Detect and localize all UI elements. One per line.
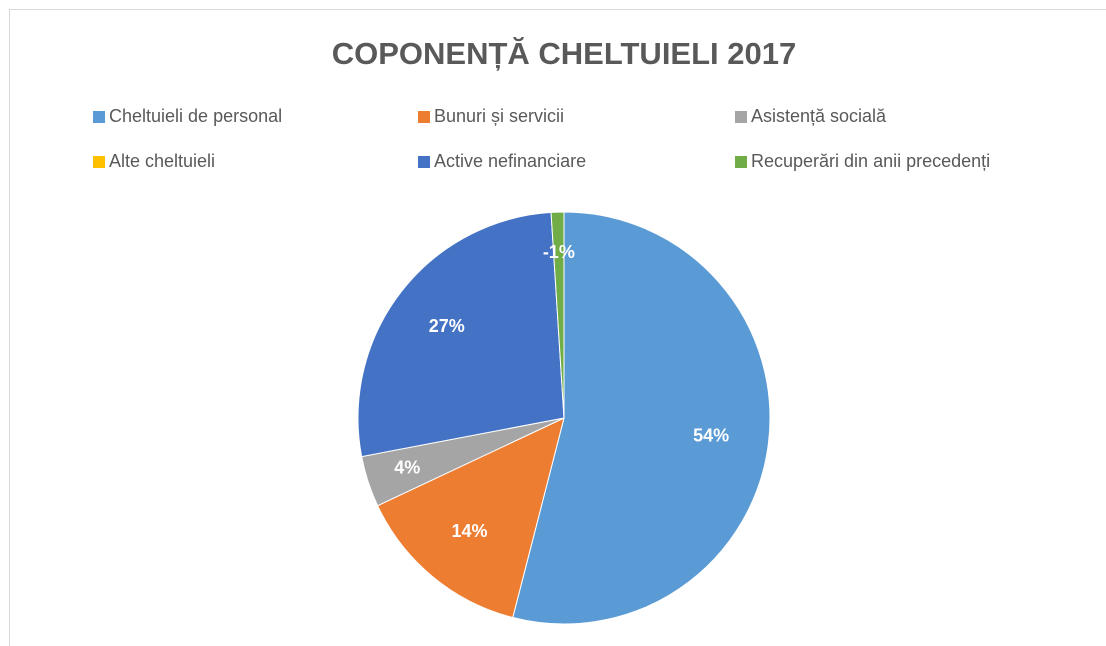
value-label: 54% [693, 425, 729, 445]
legend-swatch [735, 156, 747, 168]
legend-swatch [93, 156, 105, 168]
legend-swatch [418, 111, 430, 123]
legend-label: Cheltuieli de personal [109, 106, 282, 126]
legend-label: Bunuri și servicii [434, 106, 564, 126]
value-label: 27% [429, 316, 465, 336]
value-label: 4% [394, 458, 420, 478]
legend-swatch [93, 111, 105, 123]
pie-slice [512, 211, 771, 625]
legend-label: Alte cheltuieli [109, 151, 215, 171]
pie-slice [376, 417, 565, 619]
chart-title: COPONENȚĂ CHELTUIELI 2017 [332, 36, 797, 71]
value-label: -1% [543, 242, 575, 262]
legend-swatch [735, 111, 747, 123]
value-label: 14% [451, 521, 487, 541]
legend-label: Recuperări din anii precedenți [751, 151, 990, 171]
pie-slice [357, 211, 565, 458]
legend-label: Asistență socială [751, 106, 887, 126]
legend-label: Active nefinanciare [434, 151, 586, 171]
legend-swatch [418, 156, 430, 168]
pie-slice [550, 211, 565, 419]
